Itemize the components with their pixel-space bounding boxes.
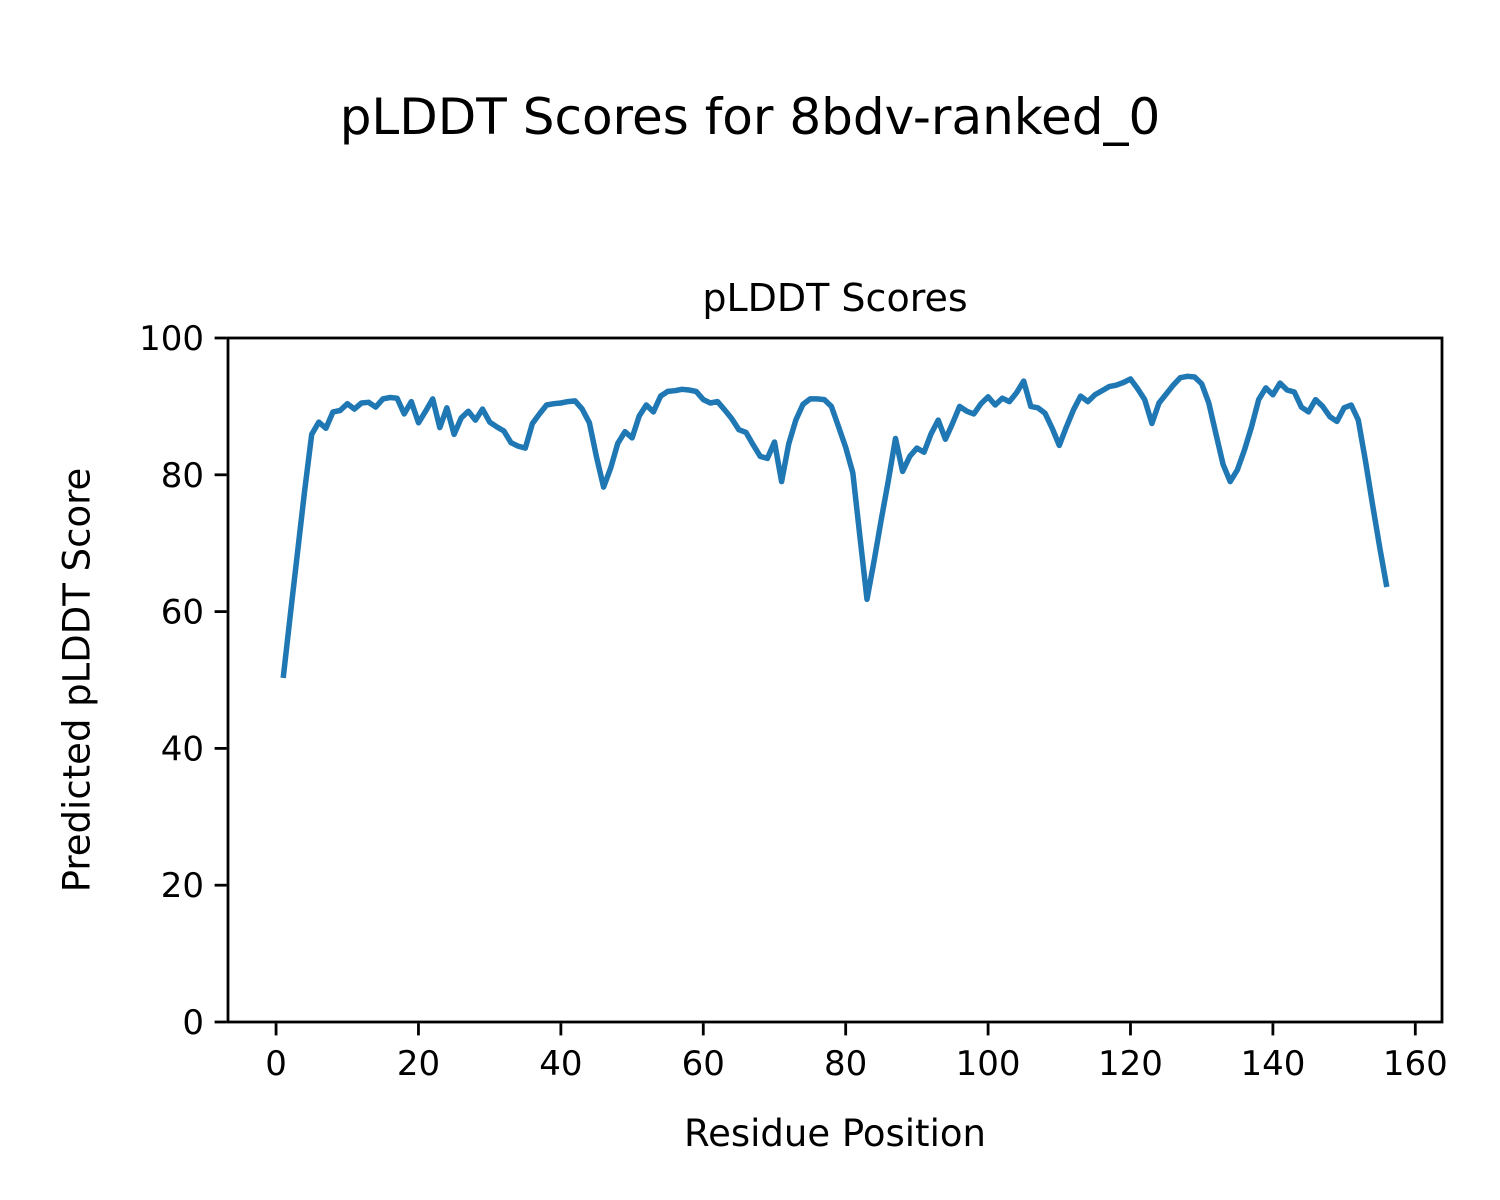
x-tick-label: 0 (265, 1044, 287, 1084)
y-tick-label: 80 (161, 456, 204, 496)
x-tick-label: 160 (1383, 1044, 1448, 1084)
y-tick-label: 0 (182, 1003, 204, 1043)
x-tick-label: 80 (824, 1044, 867, 1084)
figure-title: pLDDT Scores for 8bdv-ranked_0 (339, 88, 1161, 146)
y-tick-label: 20 (161, 866, 204, 906)
x-tick-label: 20 (397, 1044, 440, 1084)
x-axis-label: Residue Position (684, 1112, 986, 1155)
axes-frame (226, 336, 1444, 1024)
x-tick-label: 40 (539, 1044, 582, 1084)
x-tick-label: 100 (956, 1044, 1021, 1084)
axes-title: pLDDT Scores (702, 276, 968, 320)
x-tick-label: 60 (682, 1044, 725, 1084)
x-tick-label: 120 (1098, 1044, 1163, 1084)
x-tick-label: 140 (1240, 1044, 1305, 1084)
plddt-line (280, 373, 1390, 679)
y-tick-label: 100 (139, 319, 204, 359)
y-tick-label: 40 (161, 729, 204, 769)
y-tick-label: 60 (161, 593, 204, 633)
